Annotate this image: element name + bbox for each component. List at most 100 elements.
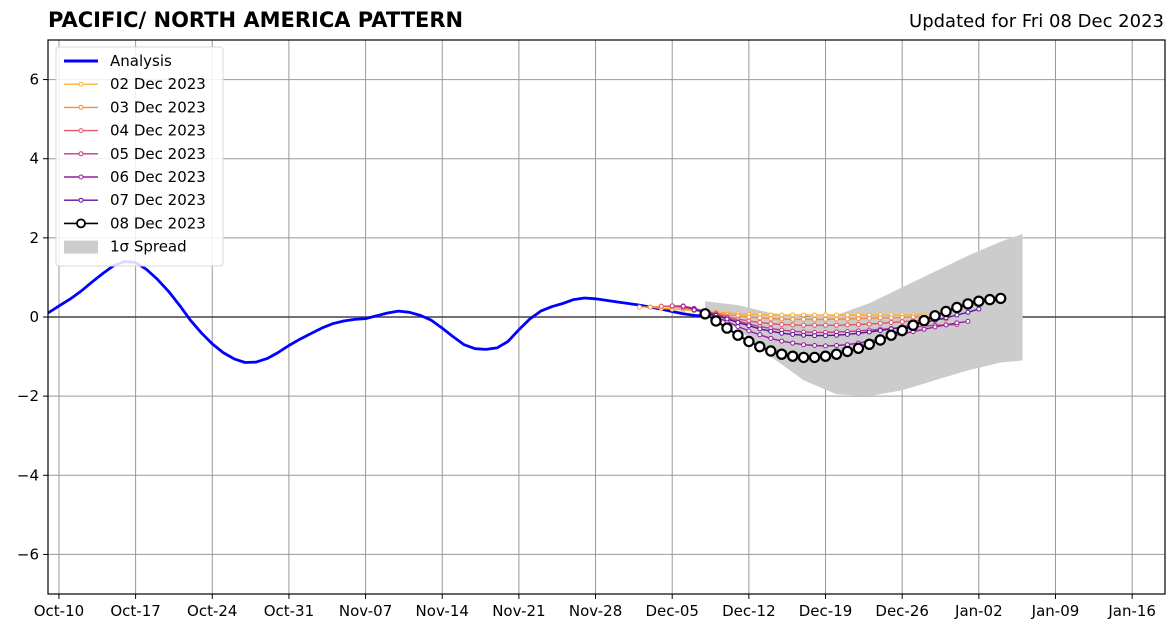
legend-label: 04 Dec 2023 (110, 122, 206, 140)
forecast-08-dec-2023-point (995, 292, 1007, 305)
legend-label: 03 Dec 2023 (110, 98, 206, 116)
forecast-07-dec-2023-point (954, 312, 960, 318)
forecast-06-dec-2023-point (746, 328, 752, 334)
x-tick-label: Nov-28 (569, 602, 622, 620)
chart-subtitle: Updated for Fri 08 Dec 2023 (909, 11, 1164, 32)
forecast-06-dec-2023-point (834, 343, 839, 348)
forecast-08-dec-2023-point (819, 350, 832, 362)
forecast-04-dec-2023-point (790, 322, 796, 328)
forecast-04-dec-2023-point (866, 321, 872, 327)
forecast-06-dec-2023-point (943, 322, 949, 328)
forecast-07-dec-2023-point (790, 331, 796, 337)
forecast-08-dec-2023-point (721, 322, 733, 334)
forecast-06-dec-2023-point (757, 332, 763, 338)
forecast-04-dec-2023-point (877, 320, 883, 326)
forecast-04-dec-2023-point (855, 322, 861, 327)
y-tick-label: −2 (17, 387, 39, 405)
y-tick-label: 2 (29, 229, 39, 247)
x-tick-label: Oct-24 (187, 602, 237, 620)
forecast-04-dec-2023-point (844, 322, 850, 328)
forecast-03-dec-2023-point (768, 316, 774, 322)
x-tick-label: Oct-10 (34, 602, 84, 620)
forecast-07-dec-2023-point (746, 323, 752, 329)
forecast-03-dec-2023-point (888, 315, 894, 321)
forecast-02-dec-2023-point (812, 312, 818, 318)
forecast-03-dec-2023-point (823, 316, 828, 322)
x-tick-label: Oct-31 (264, 602, 314, 620)
forecast-07-dec-2023-point (855, 330, 861, 336)
y-tick-label: −4 (17, 466, 39, 484)
forecast-04-dec-2023-point (834, 322, 839, 328)
forecast-07-dec-2023-point (844, 331, 850, 337)
forecast-04-dec-2023-point (768, 321, 774, 327)
forecast-03-dec-2023-point (877, 315, 883, 321)
forecast-03-dec-2023-point (779, 316, 785, 322)
forecast-08-dec-2023-point (874, 334, 887, 346)
forecast-02-dec-2023-point (790, 312, 796, 318)
legend-label: 08 Dec 2023 (110, 214, 206, 232)
x-tick-label: Dec-19 (799, 602, 853, 620)
forecast-02-dec-2023-point (779, 312, 785, 318)
legend-swatch-marker (78, 151, 84, 157)
forecast-04-dec-2023-point (899, 319, 905, 325)
forecast-08-dec-2023-point (962, 298, 974, 310)
forecast-03-dec-2023-point (834, 316, 839, 322)
forecast-03-dec-2023-point (746, 314, 752, 320)
forecast-03-dec-2023-point (757, 315, 763, 321)
forecast-06-dec-2023-point (921, 326, 927, 332)
forecast-06-dec-2023-point (812, 343, 818, 348)
forecast-08-dec-2023-line (704, 297, 1001, 359)
forecast-06-dec-2023-point (680, 303, 686, 309)
y-tick-label: −6 (17, 545, 39, 563)
forecast-08-dec-2023-point (951, 301, 963, 314)
legend-swatch-marker (78, 197, 84, 203)
forecast-08-dec-2023-point (841, 345, 854, 358)
forecast-08-dec-2023-point (940, 305, 952, 318)
forecast-03-dec-2023-point (910, 314, 916, 320)
forecast-08-dec-2023-point (732, 329, 744, 341)
forecast-07-dec-2023-point (735, 320, 741, 325)
y-tick-label: 4 (29, 150, 39, 168)
chart-title: PACIFIC/ NORTH AMERICA PATTERN (48, 8, 464, 32)
x-tick-label: Nov-07 (339, 602, 392, 620)
forecast-04-dec-2023-point (888, 320, 894, 325)
legend-swatch-marker (78, 81, 84, 87)
forecast-08-dec-2023-point (918, 314, 930, 327)
legend-swatch-marker (78, 128, 84, 134)
x-tick-label: Nov-14 (416, 602, 469, 620)
forecast-07-dec-2023-point (801, 332, 807, 338)
forecast-08-dec-2023-point (754, 341, 766, 353)
forecast-03-dec-2023-point (647, 304, 653, 310)
forecast-08-dec-2023-point (984, 293, 996, 306)
forecast-08-dec-2023-point (830, 348, 843, 360)
forecast-04-dec-2023-point (757, 320, 763, 325)
legend-label: Analysis (110, 52, 172, 70)
forecast-04-dec-2023-point (779, 322, 785, 327)
forecast-08-dec-2023-point (885, 329, 897, 341)
forecast-07-dec-2023-point (823, 333, 828, 339)
x-tick-label: Oct-17 (110, 602, 160, 620)
forecast-05-dec-2023-point (669, 303, 675, 309)
forecast-03-dec-2023-point (844, 316, 850, 322)
forecast-02-dec-2023-point (636, 304, 642, 310)
forecast-06-dec-2023-point (779, 338, 785, 344)
legend-label: 02 Dec 2023 (110, 75, 206, 93)
forecast-07-dec-2023-point (834, 332, 839, 338)
forecast-06-dec-2023-point (823, 343, 828, 349)
x-tick-label: Jan-02 (954, 602, 1003, 620)
forecast-06-dec-2023-point (965, 318, 971, 324)
forecast-03-dec-2023-point (866, 315, 872, 321)
forecast-04-dec-2023-point (823, 322, 828, 328)
forecast-07-dec-2023-point (768, 328, 774, 334)
forecast-02-dec-2023-point (823, 312, 828, 318)
forecast-07-dec-2023-point (812, 333, 818, 339)
forecast-04-dec-2023-point (658, 303, 664, 309)
forecast-08-dec-2023-point (863, 338, 876, 350)
forecast-03-dec-2023-point (790, 316, 796, 322)
legend-swatch-marker (78, 104, 84, 110)
legend-spread-swatch (64, 240, 98, 254)
forecast-02-dec-2023-point (801, 312, 807, 318)
legend-swatch-marker (76, 218, 86, 229)
forecast-06-dec-2023-point (768, 335, 774, 341)
forecast-07-dec-2023-point (779, 330, 785, 336)
